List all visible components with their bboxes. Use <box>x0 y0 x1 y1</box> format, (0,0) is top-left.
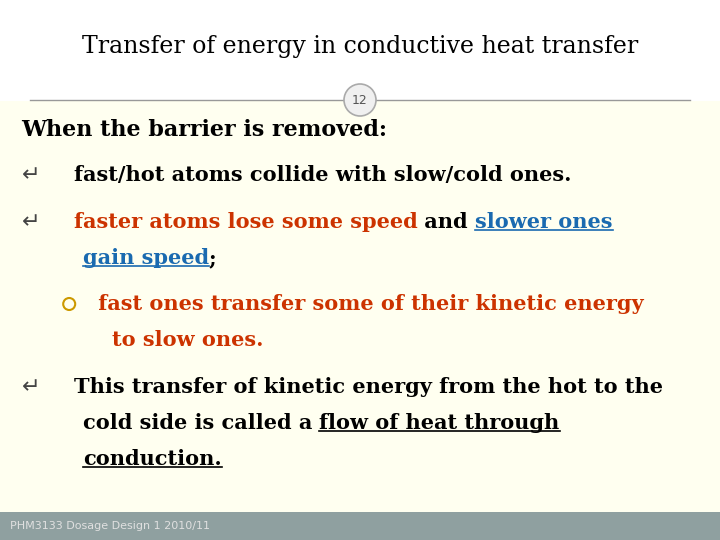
Text: to slow ones.: to slow ones. <box>112 330 263 350</box>
Text: When the barrier is removed:: When the barrier is removed: <box>22 119 387 141</box>
Text: ↵: ↵ <box>22 212 40 232</box>
Text: ↵: ↵ <box>22 165 40 185</box>
Text: faster atoms lose some speed: faster atoms lose some speed <box>73 212 418 232</box>
Text: Transfer of energy in conductive heat transfer: Transfer of energy in conductive heat tr… <box>82 35 638 57</box>
Text: ↵: ↵ <box>22 377 40 397</box>
Bar <box>0 512 720 540</box>
Text: fast ones transfer some of their kinetic energy: fast ones transfer some of their kinetic… <box>91 294 644 314</box>
Text: ;: ; <box>209 248 217 268</box>
Text: slower ones: slower ones <box>475 212 613 232</box>
Text: conduction.: conduction. <box>83 449 222 469</box>
Text: and: and <box>418 212 475 232</box>
Text: cold side is called a: cold side is called a <box>83 413 320 433</box>
Text: PHM3133 Dosage Design 1 2010/11: PHM3133 Dosage Design 1 2010/11 <box>10 521 210 531</box>
Text: gain speed: gain speed <box>83 248 209 268</box>
Circle shape <box>344 84 376 116</box>
Text: This transfer of kinetic energy from the hot to the: This transfer of kinetic energy from the… <box>73 377 662 397</box>
Text: 12: 12 <box>352 93 368 106</box>
Text: fast/hot atoms collide with slow/cold ones.: fast/hot atoms collide with slow/cold on… <box>73 165 571 185</box>
Text: flow of heat through: flow of heat through <box>320 413 559 433</box>
Bar <box>0 101 720 512</box>
Bar <box>0 0 720 100</box>
